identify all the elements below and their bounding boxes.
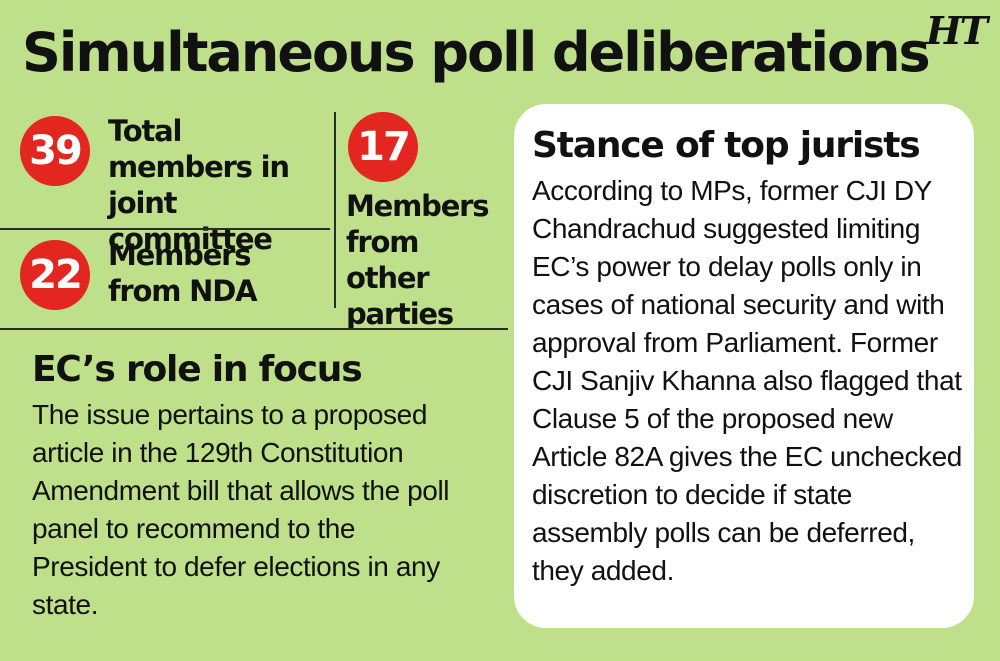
stats-divider-vertical xyxy=(334,112,336,308)
stat-label-nda: Members from NDA xyxy=(108,238,258,308)
ec-role-heading: EC’s role in focus xyxy=(32,349,363,390)
stat-badge-nda: 22 xyxy=(20,240,90,310)
stat-badge-other: 17 xyxy=(348,112,418,182)
stat-label-other: Members from other parties xyxy=(346,189,490,331)
ht-logo: HT xyxy=(925,8,988,53)
stat-label-total: Total members in joint committee xyxy=(108,114,290,256)
page-title: Simultaneous poll deliberations xyxy=(22,21,931,84)
stats-divider-horizontal xyxy=(0,228,330,230)
jurists-heading: Stance of top jurists xyxy=(532,125,921,166)
ec-role-body: The issue pertains to a proposed article… xyxy=(32,399,450,620)
stat-badge-total: 39 xyxy=(20,116,90,186)
jurists-card: Stance of top jurists According to MPs, … xyxy=(514,104,974,628)
jurists-body: According to MPs, former CJI DY Chandrac… xyxy=(532,175,962,586)
section-divider xyxy=(0,328,508,330)
